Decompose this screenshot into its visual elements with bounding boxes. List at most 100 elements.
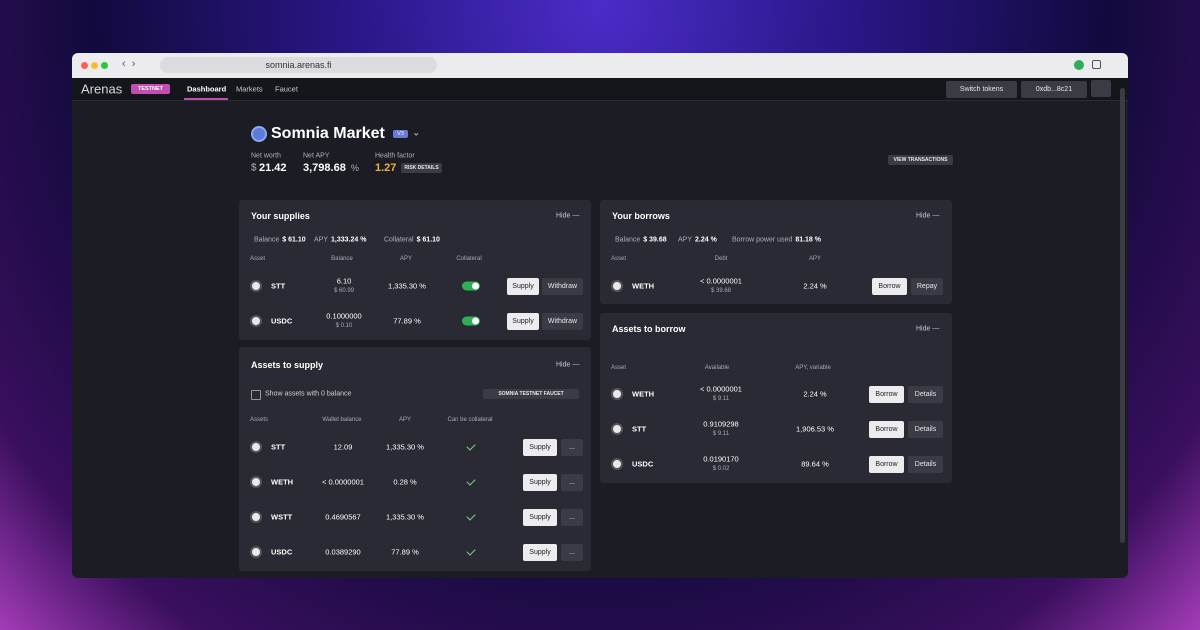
apy: 2.24 % xyxy=(803,389,827,399)
asset-name: USDC xyxy=(271,316,293,326)
amount: 0.0190170 xyxy=(703,454,739,464)
column-header: Can be collateral xyxy=(447,417,493,423)
close-button[interactable] xyxy=(81,62,88,69)
supply-button[interactable]: Supply xyxy=(523,438,557,456)
column-header: Balance xyxy=(331,256,353,262)
withdraw-button[interactable]: Withdraw xyxy=(542,277,583,295)
more-button[interactable]: ... xyxy=(561,543,583,561)
usd-value: $ 39.68 xyxy=(710,288,732,294)
supply-button[interactable]: Supply xyxy=(507,312,539,330)
amount: 0.1000000 xyxy=(326,311,362,321)
settings-button[interactable] xyxy=(1091,80,1111,97)
apy: 89.64 % xyxy=(801,459,829,469)
asset-icon xyxy=(250,511,262,523)
apy: 77.89 % xyxy=(391,547,419,557)
supply-button[interactable]: Supply xyxy=(507,277,539,295)
market-icon xyxy=(251,126,267,142)
borrow-button[interactable]: Borrow xyxy=(869,455,904,473)
nav-tab[interactable]: Dashboard xyxy=(187,84,227,94)
url-bar[interactable]: somnia.arenas.fi xyxy=(160,57,437,73)
asset-icon xyxy=(250,476,262,488)
apy: 1,335.30 % xyxy=(388,281,426,291)
column-header: Available xyxy=(704,365,730,371)
amount: < 0.0000001 xyxy=(700,384,742,394)
hide-toggle[interactable]: Hide — xyxy=(556,212,580,220)
asset-icon xyxy=(250,280,262,292)
collateral-toggle[interactable] xyxy=(462,316,480,326)
summary-label: Balance xyxy=(615,236,641,244)
column-header: Asset xyxy=(611,256,627,262)
column-header: APY xyxy=(399,256,413,262)
withdraw-button[interactable]: Withdraw xyxy=(542,312,583,330)
stat-label: Health factor xyxy=(375,152,415,160)
apy: 0.28 % xyxy=(393,477,417,487)
usd-value: $ 60.99 xyxy=(333,288,355,294)
supply-button[interactable]: Supply xyxy=(523,543,557,561)
asset-icon xyxy=(250,441,262,453)
asset-icon xyxy=(611,458,623,470)
market-title: Somnia Market xyxy=(271,125,385,142)
checkbox[interactable] xyxy=(251,390,261,400)
testnet-badge: TESTNET xyxy=(131,84,170,94)
faucet-link[interactable]: SOMNIA TESTNET FAUCET xyxy=(483,389,579,399)
minimize-button[interactable] xyxy=(91,62,98,69)
asset-name: STT xyxy=(271,442,286,452)
column-header: Debt xyxy=(714,256,728,262)
summary-value: 2.24 % xyxy=(695,236,717,244)
hide-toggle[interactable]: Hide — xyxy=(556,361,580,369)
extension-icon[interactable] xyxy=(1074,60,1084,70)
apy: 1,906.53 % xyxy=(796,424,834,434)
apy: 2.24 % xyxy=(803,281,827,291)
more-button[interactable]: ... xyxy=(561,508,583,526)
asset-icon xyxy=(611,423,623,435)
more-button[interactable]: ... xyxy=(561,473,583,491)
wallet-balance: 0.4690567 xyxy=(325,512,361,522)
column-header: Asset xyxy=(250,256,266,262)
panel-title: Assets to supply xyxy=(251,360,324,370)
extensions-button[interactable] xyxy=(1092,60,1101,69)
view-transactions-button[interactable]: VIEW TRANSACTIONS xyxy=(888,155,953,165)
repay-button[interactable]: Repay xyxy=(911,277,943,295)
details-button[interactable]: Details xyxy=(908,385,943,403)
borrow-button[interactable]: Borrow xyxy=(869,385,904,403)
details-button[interactable]: Details xyxy=(908,420,943,438)
market-dropdown[interactable]: ⌄ xyxy=(412,127,421,139)
stat-value: 1.27 xyxy=(375,162,397,174)
summary-label: APY xyxy=(678,236,693,244)
collateral-toggle[interactable] xyxy=(462,281,480,291)
stat-prefix: $ xyxy=(251,162,257,174)
supply-button[interactable]: Supply xyxy=(523,508,557,526)
supply-button[interactable]: Supply xyxy=(523,473,557,491)
details-button[interactable]: Details xyxy=(908,455,943,473)
asset-icon xyxy=(611,388,623,400)
nav-arrows[interactable]: ‹ › xyxy=(122,58,136,70)
switch-tokens-button[interactable]: Switch tokens xyxy=(946,80,1017,98)
panel-title: Your borrows xyxy=(612,211,670,221)
wallet-balance: 12.09 xyxy=(333,442,353,452)
column-header: Collateral xyxy=(456,256,482,262)
nav-tab[interactable]: Markets xyxy=(236,84,263,94)
zoom-button[interactable] xyxy=(101,62,108,69)
borrow-button[interactable]: Borrow xyxy=(872,277,907,295)
stat-label: Net APY xyxy=(303,152,330,160)
hide-toggle[interactable]: Hide — xyxy=(916,325,940,333)
panel-title: Assets to borrow xyxy=(612,324,686,334)
app-header xyxy=(72,78,1128,101)
scrollbar[interactable] xyxy=(1120,88,1125,543)
more-button[interactable]: ... xyxy=(561,438,583,456)
risk-details-button[interactable]: RISK DETAILS xyxy=(401,163,442,173)
amount: 0.9109298 xyxy=(703,419,739,429)
hide-toggle[interactable]: Hide — xyxy=(916,212,940,220)
wallet-button[interactable]: 0xdb...8c21 xyxy=(1021,80,1087,98)
summary-label: Balance xyxy=(254,236,280,244)
checkbox-label[interactable]: Show assets with 0 balance xyxy=(265,390,352,398)
column-header: APY xyxy=(398,417,412,423)
usd-value: $ 9.11 xyxy=(712,431,730,437)
wallet-balance: < 0.0000001 xyxy=(322,477,364,487)
summary-value: $ 39.68 xyxy=(643,236,667,244)
asset-name: WETH xyxy=(271,477,294,487)
borrow-button[interactable]: Borrow xyxy=(869,420,904,438)
summary-value: $ 61.10 xyxy=(282,236,306,244)
nav-tab[interactable]: Faucet xyxy=(275,84,298,94)
panel-title: Your supplies xyxy=(251,211,310,221)
